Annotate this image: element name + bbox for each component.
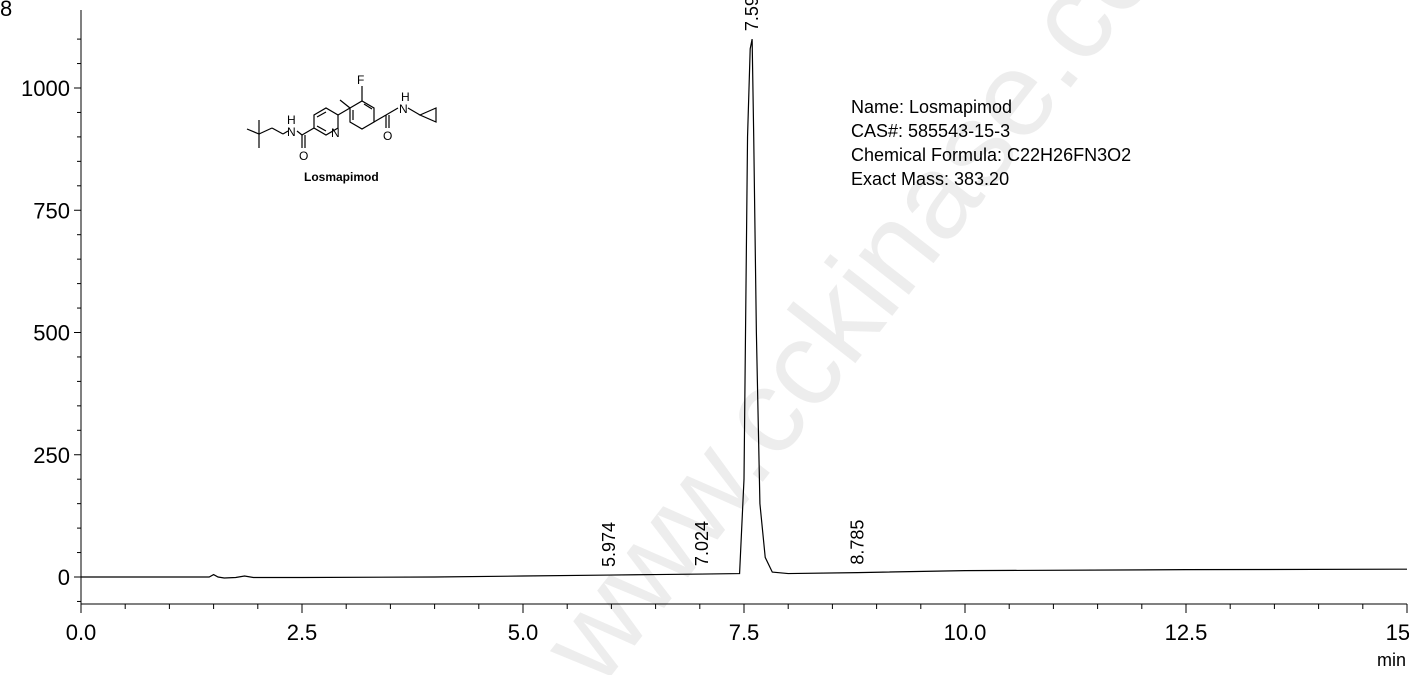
x-tick-label: 15.0 <box>1386 620 1409 645</box>
y-tick-label: 500 <box>33 321 70 346</box>
axis-tick-labels: 0.0 2.5 5.0 7.5 10.0 12.5 15.0 0 250 500 750 1000 <box>21 76 1409 645</box>
info-name: Name: Losmapimod <box>851 97 1012 117</box>
x-tick-label: 10.0 <box>944 620 987 645</box>
structure-caption: Losmapimod <box>304 170 379 184</box>
y-tick-label: 750 <box>33 198 70 223</box>
atom-n-right: N <box>399 102 408 116</box>
atom-f: F <box>357 73 364 87</box>
y-tick-label: 1000 <box>21 76 70 101</box>
chromatogram-trace <box>81 38 1408 579</box>
atom-o-left: O <box>299 149 308 163</box>
atom-n-left: N <box>287 125 296 139</box>
peak-labels: 5.974 7.024 7.592 8.785 <box>599 0 867 567</box>
peak-label: 7.592 <box>742 0 762 31</box>
info-exact-mass: Exact Mass: 383.20 <box>851 169 1009 189</box>
atom-h-right: H <box>401 90 410 104</box>
compound-info: Name: Losmapimod CAS#: 585543-15-3 Chemi… <box>851 97 1131 189</box>
chemical-structure <box>246 86 437 148</box>
x-tick-label: 7.5 <box>729 620 760 645</box>
peak-label: 7.024 <box>692 521 712 566</box>
atom-o-right: O <box>383 129 392 143</box>
info-formula: Chemical Formula: C22H26FN3O2 <box>851 145 1131 165</box>
atom-h-left: H <box>287 113 296 127</box>
peak-label: 8.785 <box>848 520 868 565</box>
axis-ticks <box>74 38 1408 613</box>
x-tick-label: 12.5 <box>1165 620 1208 645</box>
peak-label: 5.974 <box>599 522 619 567</box>
corner-label: 8 <box>0 0 12 21</box>
y-tick-label: 250 <box>33 443 70 468</box>
x-tick-label: 2.5 <box>287 620 318 645</box>
structure-atoms: F N H O N N H O Losmapimod <box>287 73 410 184</box>
watermark: www.cckinase.cc <box>514 0 1179 675</box>
atom-n-pyridine: N <box>331 126 340 140</box>
x-unit-label: min <box>1377 650 1406 670</box>
info-cas: CAS#: 585543-15-3 <box>851 121 1010 141</box>
x-tick-label: 0.0 <box>66 620 97 645</box>
x-tick-label: 5.0 <box>508 620 539 645</box>
y-tick-label: 0 <box>58 565 70 590</box>
